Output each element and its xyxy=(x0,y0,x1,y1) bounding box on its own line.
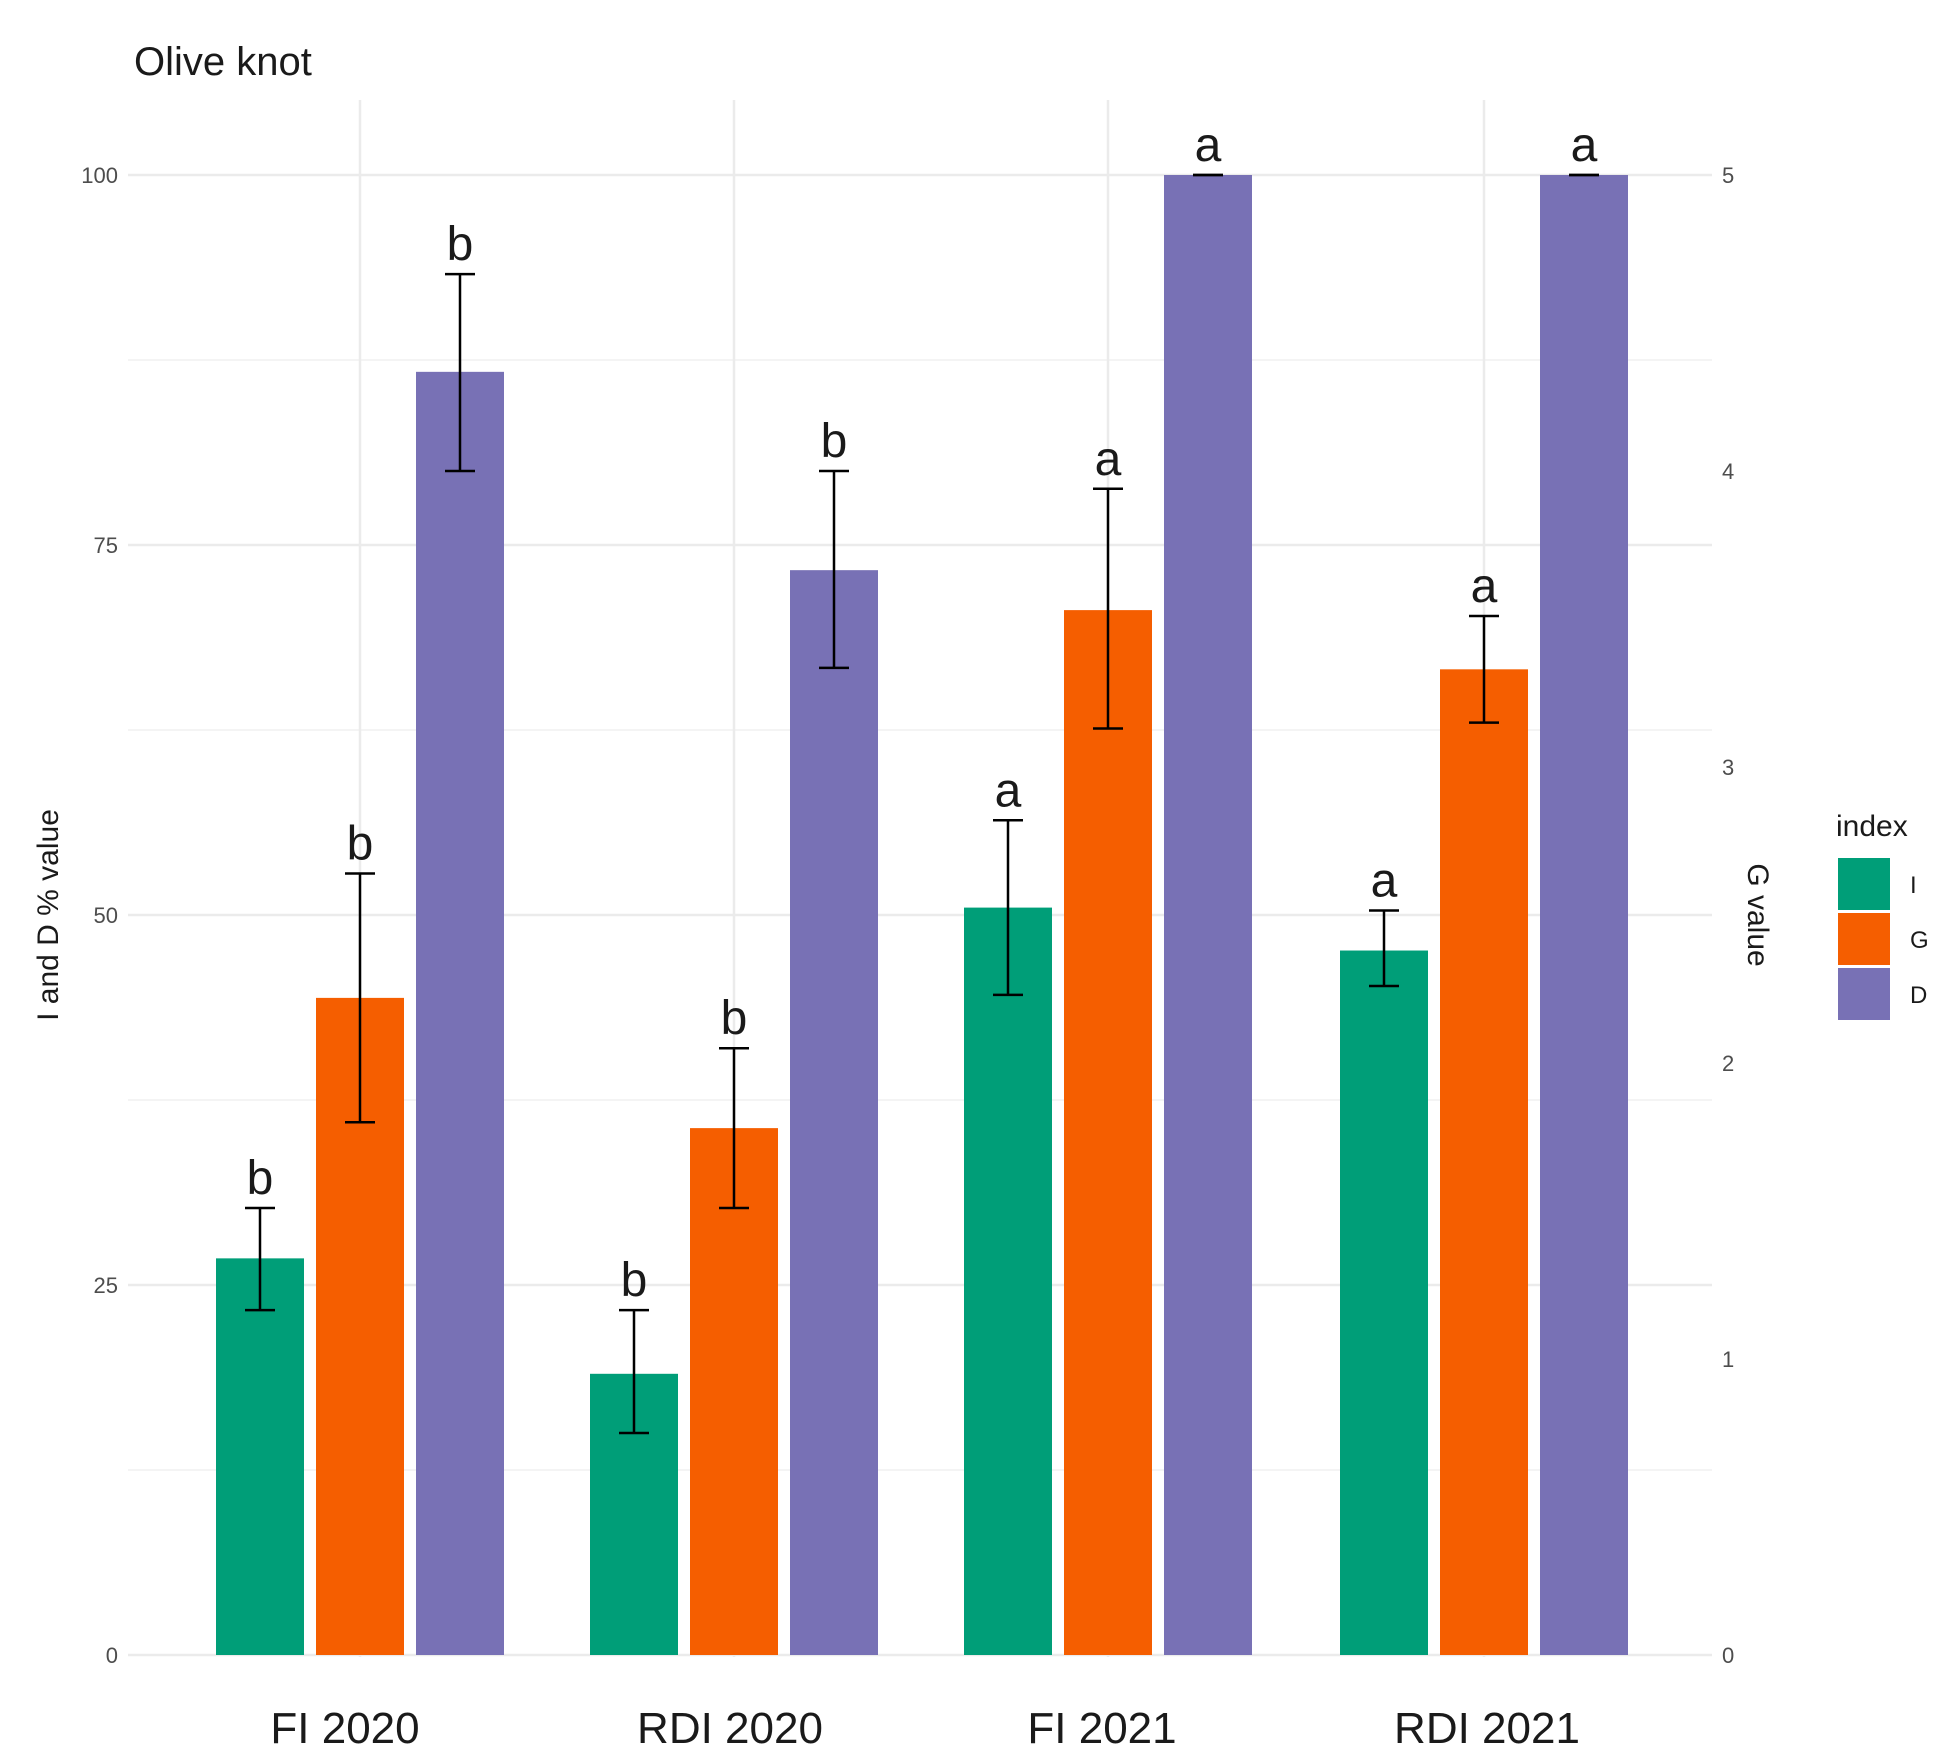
letter-g-3: a xyxy=(1471,560,1498,613)
y2-tick-label: 5 xyxy=(1722,163,1734,188)
x-category-label: FI 2021 xyxy=(1027,1704,1176,1753)
letter-i-1: b xyxy=(621,1254,648,1307)
y2-tick-label: 2 xyxy=(1722,1051,1734,1076)
letter-d-0: b xyxy=(447,218,474,271)
letter-g-1: b xyxy=(721,992,748,1045)
letter-i-0: b xyxy=(247,1152,274,1205)
bar-g-1 xyxy=(690,1128,778,1655)
letter-g-0: b xyxy=(347,818,374,871)
bar-d-0 xyxy=(416,371,504,1656)
legend-swatch-i xyxy=(1838,858,1890,910)
bar-i-0 xyxy=(216,1258,304,1655)
y2-axis-title: G value xyxy=(1741,863,1774,966)
left-axis: 0 25 50 75 100 xyxy=(81,163,118,1668)
bar-i-3 xyxy=(1340,950,1428,1655)
y2-tick-label: 4 xyxy=(1722,459,1734,484)
y-tick-label: 25 xyxy=(94,1273,118,1298)
legend-label-d: D xyxy=(1910,982,1927,1009)
legend: index I G D xyxy=(1836,810,1929,1020)
bar-g-2 xyxy=(1064,610,1152,1655)
letter-i-3: a xyxy=(1371,855,1398,908)
y-axis-title: I and D % value xyxy=(32,809,65,1021)
y2-tick-label: 1 xyxy=(1722,1347,1734,1372)
x-category-label: FI 2020 xyxy=(270,1704,419,1753)
y2-tick-label: 3 xyxy=(1722,755,1734,780)
legend-swatch-d xyxy=(1838,968,1890,1020)
bar-d-3 xyxy=(1540,175,1628,1655)
letter-g-2: a xyxy=(1095,433,1122,486)
bar-d-2 xyxy=(1164,175,1252,1655)
chart-title: Olive knot xyxy=(134,40,312,84)
error-bars xyxy=(245,173,1599,1435)
bar-i-2 xyxy=(964,907,1052,1655)
bar-d-1 xyxy=(790,570,878,1656)
right-axis: 0 1 2 3 4 5 xyxy=(1722,163,1734,1668)
y-tick-label: 0 xyxy=(106,1643,118,1668)
y-tick-label: 50 xyxy=(94,903,118,928)
y-tick-label: 75 xyxy=(94,533,118,558)
x-category-label: RDI 2020 xyxy=(637,1704,823,1753)
y2-tick-label: 0 xyxy=(1722,1643,1734,1668)
legend-label-i: I xyxy=(1910,872,1917,899)
legend-title: index xyxy=(1836,810,1908,843)
significance-letters: b b a a b b a a b b a a xyxy=(247,119,1598,1307)
letter-d-1: b xyxy=(821,415,848,468)
y-tick-label: 100 xyxy=(81,163,118,188)
letter-d-2: a xyxy=(1195,119,1222,172)
legend-label-g: G xyxy=(1910,927,1929,954)
bars xyxy=(216,175,1628,1656)
letter-d-3: a xyxy=(1571,119,1598,172)
letter-i-2: a xyxy=(995,764,1022,817)
x-axis: FI 2020 RDI 2020 FI 2021 RDI 2021 xyxy=(270,1704,1580,1753)
bar-g-3 xyxy=(1440,669,1528,1655)
legend-swatch-g xyxy=(1838,913,1890,965)
x-category-label: RDI 2021 xyxy=(1394,1704,1580,1753)
